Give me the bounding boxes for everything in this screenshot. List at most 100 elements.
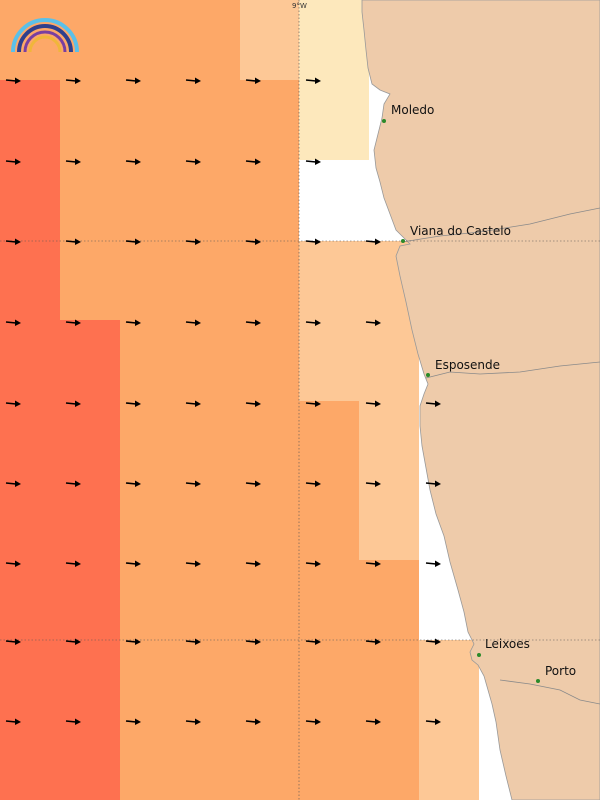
longitude-label: 9°W xyxy=(292,2,307,10)
wind-arrow xyxy=(245,638,261,645)
place-label: Moledo xyxy=(391,103,434,117)
wind-arrow xyxy=(185,718,201,725)
wind-arrow xyxy=(305,480,321,487)
wind-arrow xyxy=(65,77,81,84)
wind-arrow xyxy=(245,158,261,165)
wind-arrow xyxy=(125,319,141,326)
wind-arrow xyxy=(5,638,21,645)
wind-arrow xyxy=(5,319,21,326)
grid-cell xyxy=(299,401,359,560)
wind-arrow xyxy=(245,718,261,725)
place-label: Leixoes xyxy=(485,637,530,651)
wind-arrow xyxy=(185,480,201,487)
wind-arrow xyxy=(305,560,321,567)
wind-arrow xyxy=(365,718,381,725)
wind-arrow xyxy=(65,480,81,487)
wind-arrow xyxy=(5,77,21,84)
wind-arrow xyxy=(5,158,21,165)
wind-arrow xyxy=(125,718,141,725)
place-dot xyxy=(401,239,405,243)
wind-arrow xyxy=(185,560,201,567)
wind-arrow xyxy=(125,400,141,407)
wind-arrow xyxy=(305,319,321,326)
wind-arrow xyxy=(5,238,21,245)
wind-arrow xyxy=(245,480,261,487)
wind-arrow xyxy=(245,400,261,407)
river-lima xyxy=(401,207,600,243)
wind-arrow xyxy=(245,238,261,245)
wind-arrow xyxy=(305,638,321,645)
wind-arrows xyxy=(5,77,441,725)
wind-arrow xyxy=(425,560,441,567)
grid-cell xyxy=(240,0,299,80)
wind-arrow xyxy=(125,77,141,84)
place-dot xyxy=(477,653,481,657)
wind-arrow xyxy=(125,480,141,487)
wind-arrow xyxy=(185,400,201,407)
wind-arrow xyxy=(65,319,81,326)
place-label: Porto xyxy=(545,664,576,678)
grid-cell xyxy=(60,241,299,321)
wind-arrow xyxy=(185,77,201,84)
place-label: Viana do Castelo xyxy=(410,224,511,238)
wind-arrow xyxy=(245,319,261,326)
wind-arrow xyxy=(425,400,441,407)
wind-arrow xyxy=(245,560,261,567)
wind-arrow xyxy=(5,480,21,487)
place-marker[interactable]: Leixoes xyxy=(477,637,530,657)
wind-arrow xyxy=(185,158,201,165)
wind-arrow xyxy=(125,158,141,165)
grid-cell xyxy=(419,640,479,800)
place-label: Esposende xyxy=(435,358,500,372)
wind-arrow xyxy=(65,158,81,165)
grid-cell xyxy=(359,401,419,560)
wind-arrow xyxy=(5,560,21,567)
grid-cell xyxy=(0,320,120,800)
wind-arrow xyxy=(125,560,141,567)
grid-cell xyxy=(299,560,419,640)
wind-arrow xyxy=(305,158,321,165)
wind-arrow xyxy=(125,638,141,645)
wind-arrow xyxy=(365,400,381,407)
wind-arrow xyxy=(305,77,321,84)
wind-arrow xyxy=(365,238,381,245)
wind-arrow xyxy=(425,718,441,725)
river-cavado xyxy=(425,361,600,379)
wind-arrow xyxy=(425,638,441,645)
place-dot xyxy=(426,373,430,377)
wind-arrow xyxy=(365,480,381,487)
wind-arrow xyxy=(5,718,21,725)
place-marker[interactable]: Moledo xyxy=(382,103,434,123)
place-markers: Moledo Viana do Castelo Esposende Leixoes Po… xyxy=(382,103,576,683)
place-marker[interactable]: Porto xyxy=(536,664,576,683)
wind-arrow xyxy=(245,77,261,84)
wind-arrow xyxy=(125,238,141,245)
wind-arrow xyxy=(5,400,21,407)
wind-arrow xyxy=(65,400,81,407)
grid-cell xyxy=(120,320,299,800)
land-mass xyxy=(361,0,600,800)
grid-cell xyxy=(60,80,299,241)
wind-arrow xyxy=(305,718,321,725)
wind-arrow xyxy=(65,718,81,725)
place-marker[interactable]: Esposende xyxy=(426,358,500,377)
wind-arrow xyxy=(365,560,381,567)
wind-arrow xyxy=(65,638,81,645)
wind-arrow xyxy=(65,238,81,245)
wind-arrow xyxy=(425,480,441,487)
wind-arrow xyxy=(65,560,81,567)
grid-cell xyxy=(299,640,419,800)
place-marker[interactable]: Viana do Castelo xyxy=(401,224,511,243)
wind-arrow xyxy=(365,638,381,645)
rainbow-logo xyxy=(11,18,79,53)
wind-arrow xyxy=(305,400,321,407)
wind-arrow xyxy=(365,319,381,326)
river-douro xyxy=(499,679,600,705)
intensity-grid xyxy=(0,0,479,800)
place-dot xyxy=(536,679,540,683)
wind-arrow xyxy=(185,319,201,326)
grid-cell xyxy=(0,80,60,320)
grid-cell xyxy=(299,160,379,241)
grid-cell xyxy=(0,0,240,80)
